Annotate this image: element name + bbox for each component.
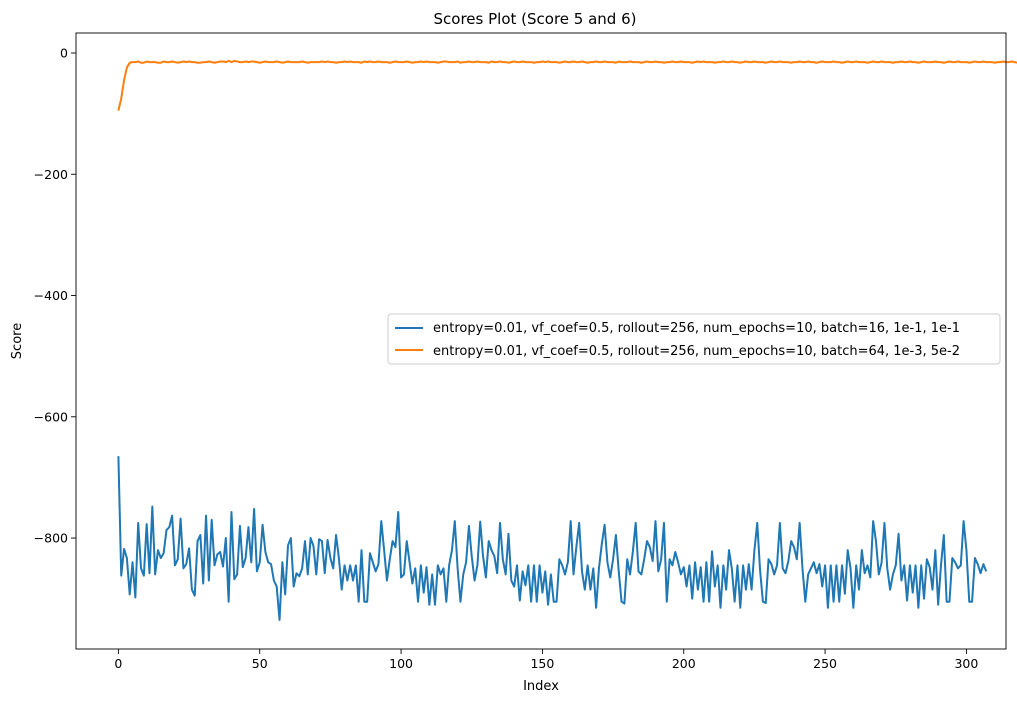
x-tick-label: 300 xyxy=(954,656,978,671)
y-tick-label: −800 xyxy=(34,531,68,546)
legend-label-series-2: entropy=0.01, vf_coef=0.5, rollout=256, … xyxy=(433,344,960,359)
x-axis-ticks: 0 50 100 150 200 250 300 xyxy=(114,649,978,671)
x-axis-title: Index xyxy=(523,679,559,694)
axes-frame xyxy=(75,32,1007,650)
plot-area xyxy=(75,32,1017,650)
x-tick-label: 100 xyxy=(389,656,413,671)
legend-box xyxy=(387,313,1001,365)
y-tick-label: −200 xyxy=(34,167,68,182)
x-tick-label: 150 xyxy=(530,656,554,671)
series-line-1 xyxy=(117,456,988,621)
y-tick-label: −600 xyxy=(34,409,68,424)
series-line-2 xyxy=(117,59,1017,111)
chart-title: Scores Plot (Score 5 and 6) xyxy=(434,10,637,28)
y-axis-title: Score xyxy=(10,323,25,359)
legend: entropy=0.01, vf_coef=0.5, rollout=256, … xyxy=(387,313,1001,365)
series-layer xyxy=(117,59,1017,621)
y-tick-label: −400 xyxy=(34,288,68,303)
x-tick-label: 50 xyxy=(252,656,268,671)
legend-label-series-1: entropy=0.01, vf_coef=0.5, rollout=256, … xyxy=(433,321,960,336)
x-tick-label: 250 xyxy=(813,656,837,671)
x-tick-label: 200 xyxy=(672,656,696,671)
y-axis-ticks: 0 −200 −400 −600 −800 xyxy=(34,46,76,546)
x-tick-label: 0 xyxy=(114,656,122,671)
y-tick-label: 0 xyxy=(60,46,68,61)
